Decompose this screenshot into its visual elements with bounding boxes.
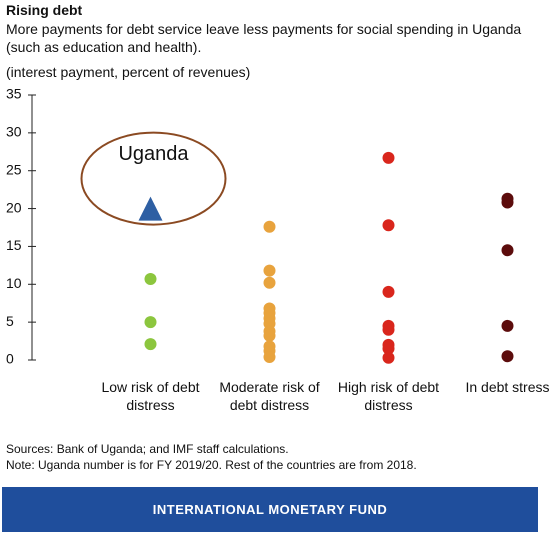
y-tick-label: 15 xyxy=(6,237,22,253)
dot xyxy=(263,276,276,289)
highlight-label: Uganda xyxy=(118,143,189,165)
dot xyxy=(501,196,514,209)
dot xyxy=(501,350,514,363)
highlight-marker xyxy=(138,196,163,221)
dot xyxy=(382,351,395,364)
dot xyxy=(144,316,157,329)
y-axis-label: (interest payment, percent of revenues) xyxy=(6,64,251,80)
footnote: Note: Uganda number is for FY 2019/20. R… xyxy=(6,458,417,472)
y-tick-label: 10 xyxy=(6,275,22,291)
dot xyxy=(501,319,514,332)
dot xyxy=(263,329,276,342)
chart-subtitle: More payments for debt service leave les… xyxy=(6,21,522,55)
dot xyxy=(263,264,276,277)
x-tick-label: Moderate risk of debt distress xyxy=(219,379,320,413)
dot xyxy=(382,342,395,355)
x-tick-label: Low risk of debt distress xyxy=(101,379,200,413)
dot xyxy=(144,272,157,285)
y-tick-label: 25 xyxy=(6,161,22,177)
y-tick-label: 0 xyxy=(6,351,14,367)
chart-title: Rising debt xyxy=(6,2,83,18)
dot xyxy=(263,350,276,363)
dot xyxy=(382,151,395,164)
dot xyxy=(382,285,395,298)
x-tick-label: In debt stress xyxy=(465,379,550,395)
dot xyxy=(382,219,395,232)
dot xyxy=(501,244,514,257)
dot xyxy=(144,338,157,351)
y-tick-label: 5 xyxy=(6,313,14,329)
dot xyxy=(382,323,395,336)
footer-banner: INTERNATIONAL MONETARY FUND xyxy=(2,487,538,532)
y-tick-label: 35 xyxy=(6,86,22,102)
source-note: Sources: Bank of Uganda; and IMF staff c… xyxy=(6,442,289,456)
highlight-ring xyxy=(80,131,227,226)
dot xyxy=(263,220,276,233)
y-tick-label: 20 xyxy=(6,199,22,215)
x-tick-label: High risk of debt distress xyxy=(337,379,440,413)
y-tick-label: 30 xyxy=(6,124,22,140)
